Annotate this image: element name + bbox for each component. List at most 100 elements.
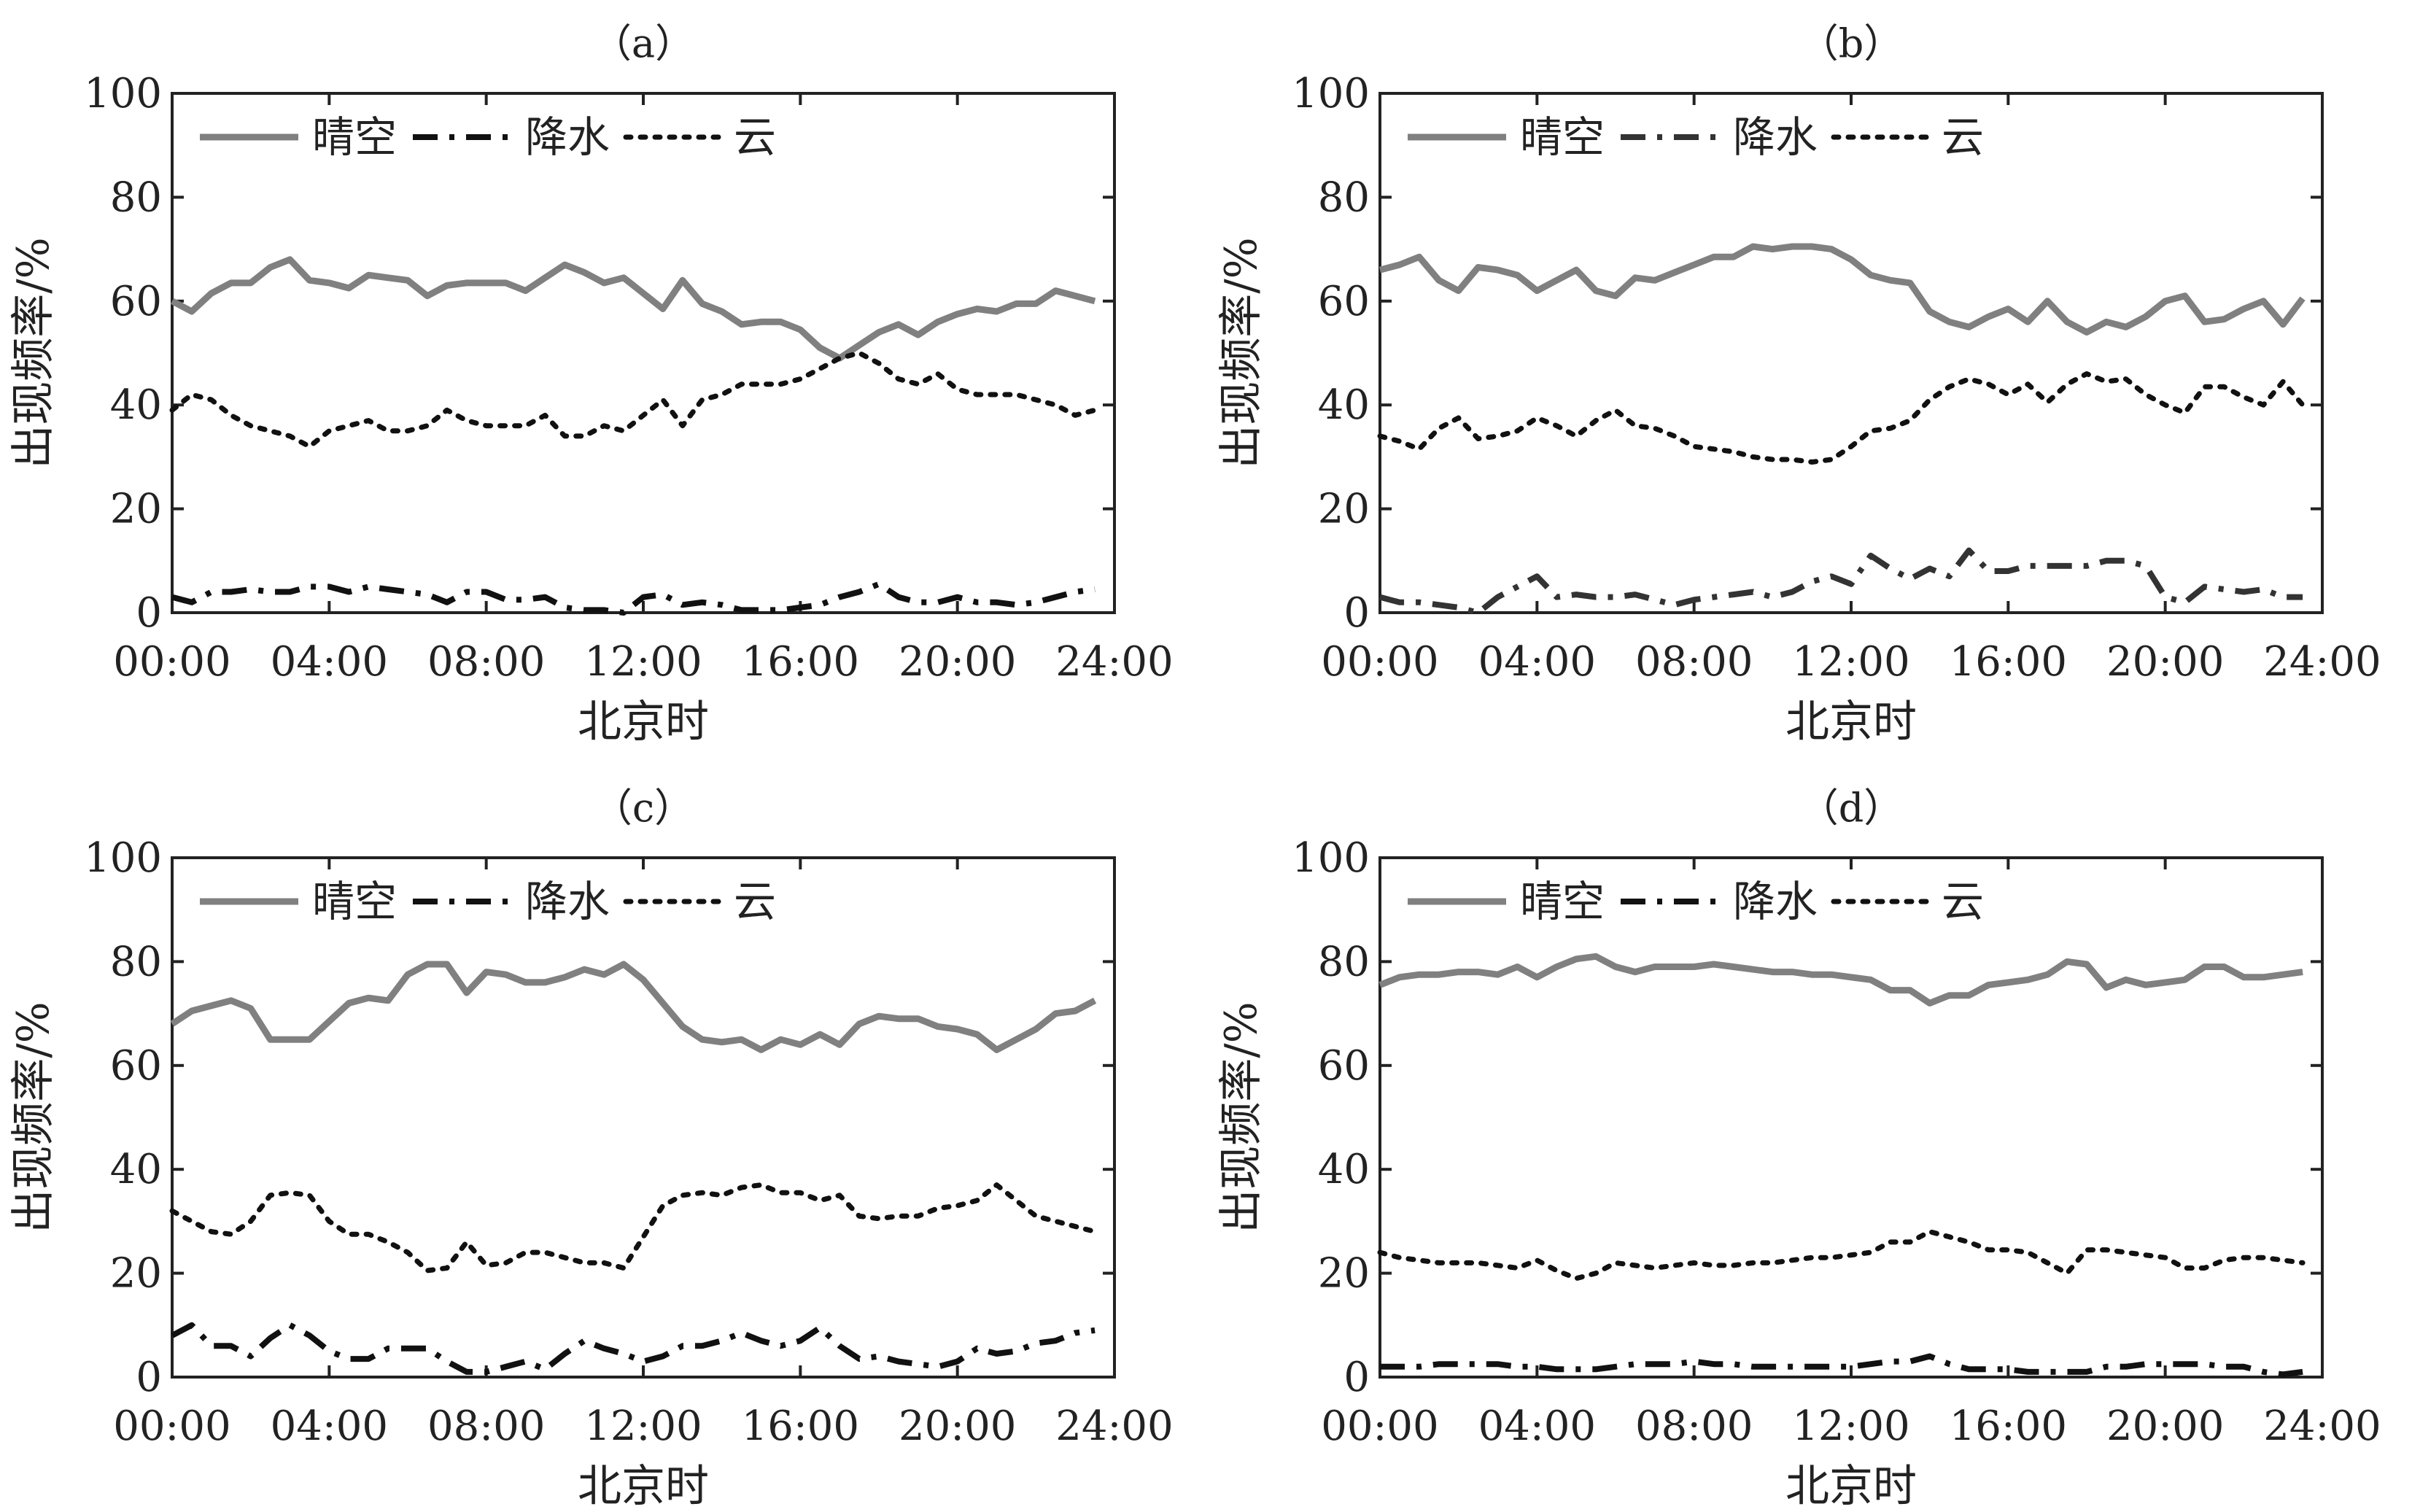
legend-label-0: 晴空 <box>1520 112 1605 162</box>
series-line-0 <box>1378 953 2303 1007</box>
x-tick-label: 00:00 <box>113 1403 230 1450</box>
x-tick-label: 20:00 <box>2106 638 2224 686</box>
legend-label-0: 晴空 <box>312 877 397 926</box>
series-line-1 <box>171 581 1096 616</box>
legend-label-1: 降水 <box>525 112 610 162</box>
x-tick-label: 12:00 <box>584 638 702 686</box>
x-axis-title: 北京时 <box>1785 1461 1917 1512</box>
y-axis-title: 出现频率/% <box>8 1001 59 1233</box>
x-tick-label: 16:00 <box>742 1403 859 1450</box>
panel-label: （b） <box>1799 20 1904 66</box>
y-tick-label: 40 <box>1318 381 1370 429</box>
x-tick-label: 20:00 <box>899 638 1016 686</box>
x-tick-label: 16:00 <box>1950 1403 2067 1450</box>
legend-label-0: 晴空 <box>1520 877 1605 926</box>
y-tick-label: 80 <box>1318 174 1370 221</box>
x-tick-label: 24:00 <box>1055 1403 1173 1450</box>
legend-label-2: 云 <box>734 112 776 162</box>
y-tick-label: 0 <box>1343 1354 1370 1401</box>
x-tick-label: 16:00 <box>1950 638 2067 686</box>
panel-label: （d） <box>1799 785 1904 831</box>
series-line-0 <box>1378 243 2306 336</box>
y-tick-label: 40 <box>1318 1146 1370 1193</box>
legend: 晴空 降水 云 <box>1408 877 1984 926</box>
legend: 晴空 降水 云 <box>1408 112 1984 162</box>
y-tick-label: 20 <box>110 1250 162 1298</box>
x-tick-label: 12:00 <box>1792 638 1909 686</box>
x-tick-label: 24:00 <box>1055 638 1173 686</box>
y-tick-label: 40 <box>110 1146 162 1193</box>
y-axis-title: 出现频率/% <box>1216 237 1267 468</box>
legend: 晴空 降水 云 <box>200 112 776 162</box>
panel-label: （a） <box>592 20 694 66</box>
chart-panel-2: （c） 0 20 40 60 80 100 00:00 04:00 08:00 12:00 16:00… <box>8 785 1174 1512</box>
x-tick-label: 04:00 <box>271 638 388 686</box>
x-tick-label: 12:00 <box>1792 1403 1909 1450</box>
x-axis-title: 北京时 <box>1785 697 1917 748</box>
x-tick-label: 24:00 <box>2263 638 2381 686</box>
y-tick-label: 100 <box>1292 70 1370 117</box>
legend: 晴空 降水 云 <box>200 877 776 926</box>
plot-frame <box>171 856 1116 1379</box>
chart-panel-0: （a） 0 20 40 60 80 100 00:00 04:00 08:00 12:00 16:00… <box>8 20 1174 748</box>
y-tick-label: 60 <box>1318 278 1370 325</box>
y-axis-title: 出现频率/% <box>8 237 59 468</box>
x-tick-label: 16:00 <box>742 638 859 686</box>
x-tick-label: 24:00 <box>2263 1403 2381 1450</box>
x-tick-label: 00:00 <box>1321 638 1438 686</box>
chart-panel-1: （b） 0 20 40 60 80 100 00:00 04:00 08:00 12:00 16:00… <box>1216 20 2381 748</box>
series-line-1 <box>171 1322 1096 1375</box>
y-tick-label: 60 <box>110 278 162 325</box>
legend-label-2: 云 <box>734 877 776 926</box>
y-tick-label: 60 <box>1318 1042 1370 1090</box>
x-tick-label: 08:00 <box>1635 1403 1753 1450</box>
y-tick-label: 60 <box>110 1042 162 1090</box>
x-tick-label: 08:00 <box>427 1403 545 1450</box>
legend-label-1: 降水 <box>525 877 610 926</box>
y-tick-label: 0 <box>1343 589 1370 637</box>
legend-label-2: 云 <box>1942 112 1984 162</box>
x-tick-label: 08:00 <box>1635 638 1753 686</box>
y-tick-label: 40 <box>110 381 162 429</box>
plot-frame <box>1378 856 2324 1379</box>
plot-frame <box>171 92 1116 614</box>
y-tick-label: 0 <box>136 1354 162 1401</box>
x-tick-label: 00:00 <box>113 638 230 686</box>
x-axis-title: 北京时 <box>578 697 709 748</box>
y-tick-label: 80 <box>1318 938 1370 985</box>
legend-label-1: 降水 <box>1733 877 1818 926</box>
y-tick-label: 20 <box>110 486 162 533</box>
series-line-2 <box>1377 371 2306 465</box>
legend-label-0: 晴空 <box>312 112 397 162</box>
x-tick-label: 20:00 <box>2106 1403 2224 1450</box>
x-tick-label: 12:00 <box>584 1403 702 1450</box>
series-line-0 <box>170 961 1097 1053</box>
y-tick-label: 100 <box>1292 834 1370 882</box>
series-line-1 <box>1380 1353 2303 1378</box>
y-tick-label: 20 <box>1318 1250 1370 1298</box>
plot-frame <box>1378 92 2324 614</box>
panel-label: （c） <box>593 785 694 831</box>
series-line-2 <box>1377 1229 2306 1282</box>
series-line-0 <box>170 256 1096 362</box>
series-line-1 <box>1378 547 2303 616</box>
y-tick-label: 20 <box>1318 486 1370 533</box>
x-tick-label: 04:00 <box>1478 1403 1596 1450</box>
x-tick-label: 08:00 <box>427 638 545 686</box>
x-tick-label: 04:00 <box>1478 638 1596 686</box>
y-axis-title: 出现频率/% <box>1216 1001 1267 1233</box>
legend-label-1: 降水 <box>1733 112 1818 162</box>
chart-panel-3: （d） 0 20 40 60 80 100 00:00 04:00 08:00 12:00 16:00… <box>1216 785 2381 1512</box>
x-tick-label: 00:00 <box>1321 1403 1438 1450</box>
y-tick-label: 0 <box>136 589 162 637</box>
x-tick-label: 20:00 <box>899 1403 1016 1450</box>
series-line-2 <box>169 350 1098 449</box>
x-tick-label: 04:00 <box>271 1403 388 1450</box>
y-tick-label: 100 <box>84 70 162 117</box>
x-axis-title: 北京时 <box>578 1461 709 1512</box>
legend-label-2: 云 <box>1942 877 1984 926</box>
series-line-2 <box>169 1182 1098 1273</box>
y-tick-label: 80 <box>110 938 162 985</box>
y-tick-label: 100 <box>84 834 162 882</box>
